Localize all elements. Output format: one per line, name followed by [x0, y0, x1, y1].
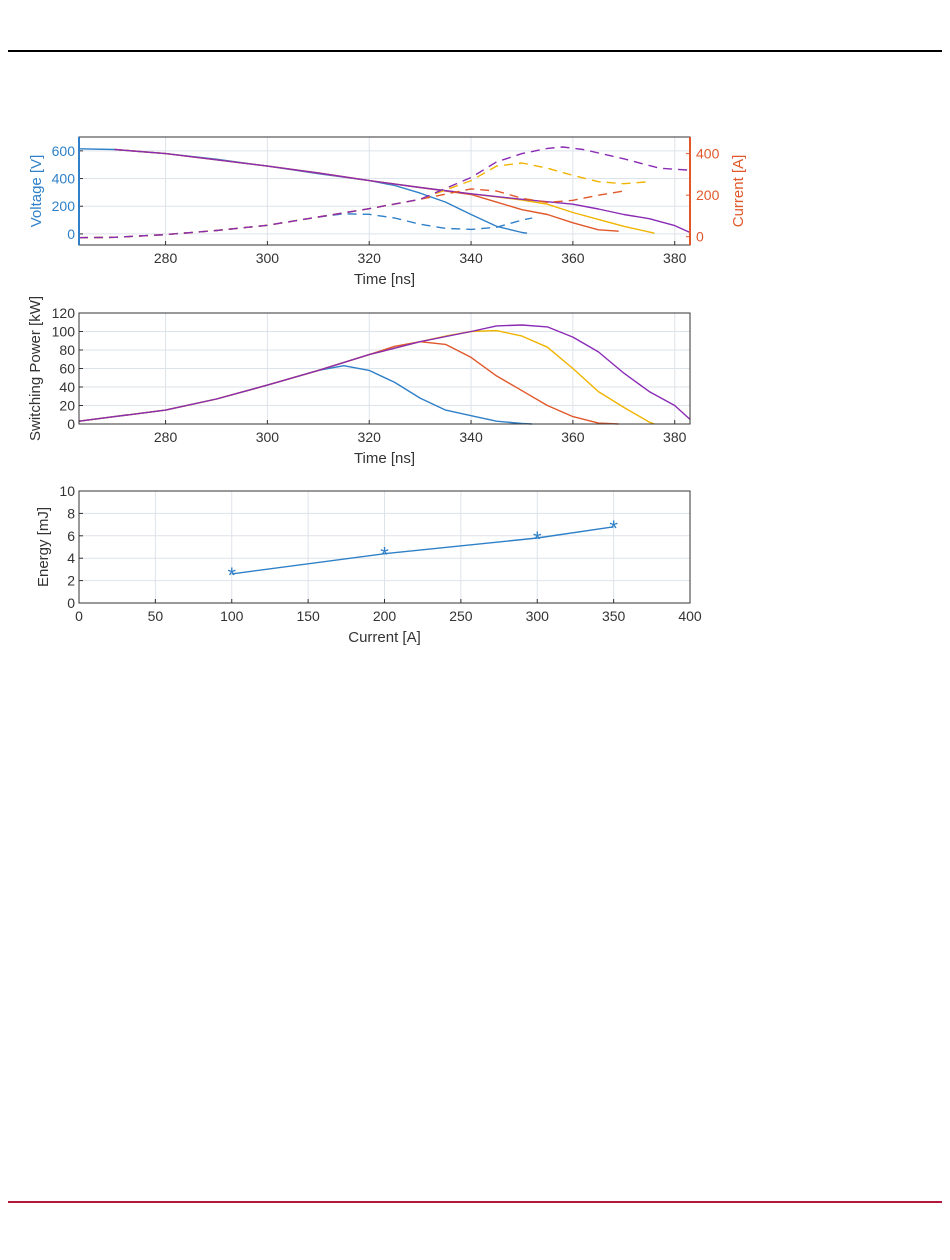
x-tick-label: 300	[256, 250, 280, 266]
data-point-marker: *	[609, 516, 618, 541]
x-tick-label: 100	[220, 608, 244, 624]
y-axis-label: Switching Power [kW]	[27, 296, 44, 441]
x-tick-label: 280	[154, 250, 178, 266]
y-tick-label: 600	[52, 143, 76, 159]
x-tick-label: 250	[449, 608, 473, 624]
x-tick-label: 300	[256, 429, 280, 445]
y-tick-label: 120	[52, 305, 76, 321]
x-tick-label: 340	[459, 250, 483, 266]
x-axis-label: Time [ns]	[354, 271, 415, 288]
y-tick-label: 2	[67, 573, 75, 589]
x-tick-label: 200	[373, 608, 397, 624]
x-tick-label: 360	[561, 429, 585, 445]
x-tick-label: 380	[663, 429, 687, 445]
y-tick-label: 60	[59, 361, 75, 377]
y-tick-label: 8	[67, 505, 75, 521]
y-tick-label: 4	[67, 550, 75, 566]
y-tick-label: 0	[67, 416, 75, 432]
x-tick-label: 380	[663, 250, 687, 266]
x-tick-label: 280	[154, 429, 178, 445]
series-line-blue	[231, 526, 614, 575]
y2-tick-label: 400	[696, 146, 720, 162]
data-point-marker: *	[227, 563, 236, 588]
x-tick-label: 320	[358, 250, 382, 266]
y-tick-label: 0	[67, 595, 75, 611]
x-tick-label: 50	[148, 608, 164, 624]
y-tick-label: 80	[59, 342, 75, 358]
y-tick-label: 6	[67, 528, 75, 544]
y-tick-label: 0	[67, 226, 75, 242]
y-tick-label: 400	[52, 171, 76, 187]
header-rule	[8, 50, 942, 52]
series-line-purple	[78, 324, 691, 422]
y2-axis-label: Current [A]	[730, 155, 747, 228]
x-tick-label: 400	[678, 608, 702, 624]
x-tick-label: 300	[526, 608, 550, 624]
y-axis-label: Energy [mJ]	[35, 507, 52, 587]
y-tick-label: 200	[52, 198, 76, 214]
y-tick-label: 20	[59, 398, 75, 414]
x-tick-label: 360	[561, 250, 585, 266]
x-tick-label: 340	[459, 429, 483, 445]
series-line-purple-dashed	[78, 146, 691, 239]
y-tick-label: 40	[59, 379, 75, 395]
footer-rule	[8, 1201, 942, 1203]
x-tick-label: 320	[358, 429, 382, 445]
data-point-marker: *	[380, 543, 389, 568]
x-tick-label: 150	[296, 608, 320, 624]
data-point-marker: *	[533, 527, 542, 552]
x-axis-label: Current [A]	[348, 629, 421, 646]
series-line-purple	[114, 148, 691, 234]
x-tick-label: 0	[75, 608, 83, 624]
y2-tick-label: 0	[696, 229, 704, 245]
x-axis-label: Time [ns]	[354, 450, 415, 467]
x-tick-label: 350	[602, 608, 626, 624]
y2-tick-label: 200	[696, 187, 720, 203]
y-tick-label: 10	[59, 483, 75, 499]
y-tick-label: 100	[52, 324, 76, 340]
series-line-blue-dashed	[78, 213, 533, 239]
y-axis-label: Voltage [V]	[28, 155, 45, 228]
